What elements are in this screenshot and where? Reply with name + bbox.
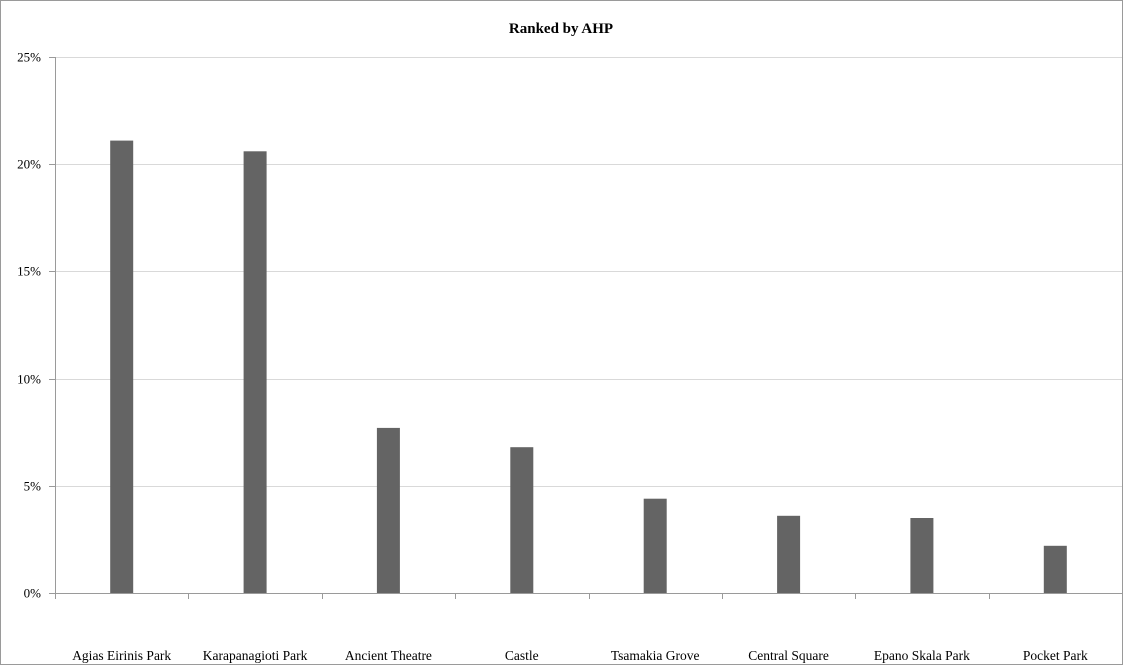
bar-central-square xyxy=(777,516,800,593)
gridlines xyxy=(55,58,1122,487)
bar-epano-skala-park xyxy=(910,518,933,593)
x-tick-labels: Agias Eirinis Park Karapanagioti Park Anci… xyxy=(72,648,1088,663)
y-tick-label: 25% xyxy=(17,50,41,65)
x-tick-label: Tsamakia Grove xyxy=(611,648,700,663)
bar-pocket-park xyxy=(1044,546,1067,593)
y-tick-label: 15% xyxy=(17,264,41,279)
bar-ancient-theatre xyxy=(377,428,400,593)
y-tick-label: 10% xyxy=(17,372,41,387)
x-tick-label: Castle xyxy=(505,648,539,663)
bar-agias-eirinis-park xyxy=(110,141,133,593)
y-tick-label: 5% xyxy=(24,479,42,494)
chart-title: Ranked by AHP xyxy=(509,21,613,37)
bars xyxy=(110,141,1067,593)
x-tick-label: Central Square xyxy=(748,648,829,663)
y-tick-label: 0% xyxy=(24,586,42,601)
y-tick-label: 20% xyxy=(17,157,41,172)
x-tick-label: Ancient Theatre xyxy=(345,648,432,663)
y-tick-labels: 0% 5% 10% 15% 20% 25% xyxy=(17,50,41,601)
x-tick-label: Pocket Park xyxy=(1023,648,1088,663)
bar-karapanagioti-park xyxy=(244,151,267,593)
x-tick-label: Karapanagioti Park xyxy=(203,648,308,663)
bar-castle xyxy=(510,447,533,593)
x-tick-label: Epano Skala Park xyxy=(874,648,970,663)
x-tick-label: Agias Eirinis Park xyxy=(72,648,171,663)
bar-tsamakia-grove xyxy=(644,499,667,593)
axes xyxy=(49,57,1123,599)
